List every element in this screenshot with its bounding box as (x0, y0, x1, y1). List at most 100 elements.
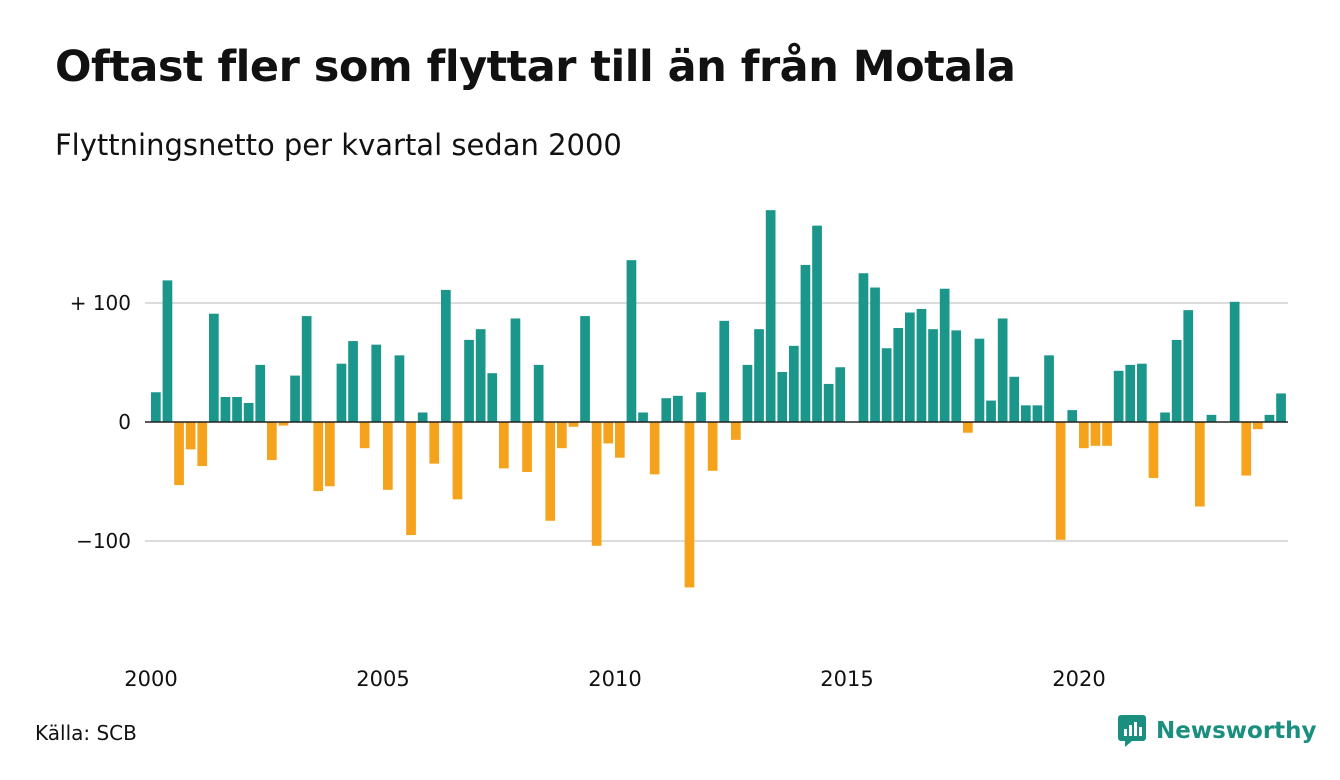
bar (986, 400, 996, 422)
grid-lines (145, 302, 1288, 542)
bar (452, 422, 463, 500)
x-tick-label: 2015 (820, 667, 873, 691)
bar (394, 355, 405, 422)
y-tick-label: −100 (76, 529, 131, 553)
bar (893, 327, 904, 422)
bar (1264, 414, 1275, 422)
bar (441, 289, 451, 422)
bar (510, 318, 521, 422)
y-tick-label: + 100 (70, 291, 131, 315)
bar (928, 329, 938, 422)
x-tick-label: 2005 (356, 667, 409, 691)
bar (951, 330, 962, 422)
bar (267, 422, 277, 461)
brand-logo: Newsworthy (1118, 714, 1317, 748)
bar (1113, 370, 1124, 422)
bar (1125, 364, 1136, 422)
bar (545, 422, 556, 521)
bar (151, 392, 161, 422)
bar (835, 367, 846, 422)
bar (1102, 422, 1112, 446)
axes: + 100 0 −100 2000 2005 2010 2015 2020 (70, 291, 1288, 691)
bar (278, 422, 289, 426)
newsworthy-logo-icon (1118, 715, 1146, 747)
bar (1137, 363, 1147, 422)
bar (742, 364, 753, 422)
bar (789, 345, 799, 422)
bar (603, 422, 614, 444)
source-note: Källa: SCB (35, 721, 137, 745)
bar (777, 372, 788, 422)
bar (1160, 412, 1170, 422)
bar (858, 273, 869, 422)
bar (1183, 310, 1194, 422)
bar (615, 422, 625, 458)
bar (823, 383, 834, 422)
bar (649, 422, 660, 475)
bar (325, 422, 335, 487)
bar (255, 364, 266, 422)
bar (1055, 422, 1066, 540)
bar (348, 341, 358, 422)
bar (185, 422, 196, 450)
bar (162, 280, 173, 422)
bar (1032, 405, 1043, 422)
chart-subtitle: Flyttningsnetto per kvartal sedan 2000 (55, 128, 622, 162)
bar (243, 402, 254, 422)
bar (1021, 405, 1031, 422)
bar (905, 312, 915, 422)
bar (800, 264, 811, 422)
bar (359, 422, 370, 449)
bar (475, 329, 486, 422)
bar (997, 318, 1008, 422)
bar (487, 373, 498, 422)
bar (881, 348, 892, 422)
bar (568, 422, 579, 427)
bar-chart: + 100 0 −100 2000 2005 2010 2015 2020 (70, 210, 1288, 691)
bar (336, 363, 347, 422)
bar (533, 364, 544, 422)
bar (197, 422, 208, 467)
bar (174, 422, 184, 486)
bar (731, 422, 741, 440)
bar (963, 422, 973, 433)
bar (464, 339, 474, 422)
bar (499, 422, 509, 469)
bar (754, 329, 764, 422)
bar (1044, 355, 1054, 422)
bar (591, 422, 602, 546)
bar (383, 422, 393, 490)
bar (417, 412, 428, 422)
bar (1079, 422, 1089, 449)
bar (638, 412, 648, 422)
x-tick-label: 2010 (588, 667, 641, 691)
bar (916, 308, 927, 422)
bar (765, 210, 776, 422)
bar (1241, 422, 1252, 476)
bar (1148, 422, 1159, 478)
bar (673, 395, 683, 422)
bar (1009, 376, 1020, 422)
bar (1206, 414, 1217, 422)
bar (696, 392, 706, 422)
bar (290, 375, 300, 422)
bar (209, 313, 219, 422)
bar (429, 422, 440, 464)
bar (232, 397, 242, 422)
bar (939, 288, 950, 422)
bar (974, 338, 985, 422)
bar (1090, 422, 1101, 446)
chart-title: Oftast fler som flyttar till än från Mot… (55, 42, 1016, 92)
y-tick-label: 0 (118, 410, 131, 434)
brand-name: Newsworthy (1156, 718, 1317, 744)
bar (1253, 422, 1263, 430)
bar (1067, 410, 1078, 422)
bar (301, 316, 312, 422)
bar (580, 316, 590, 422)
bar (870, 287, 880, 422)
bar (1229, 301, 1240, 422)
bar (522, 422, 532, 472)
bar (812, 225, 822, 422)
bar (1195, 422, 1205, 507)
bar (707, 422, 718, 471)
